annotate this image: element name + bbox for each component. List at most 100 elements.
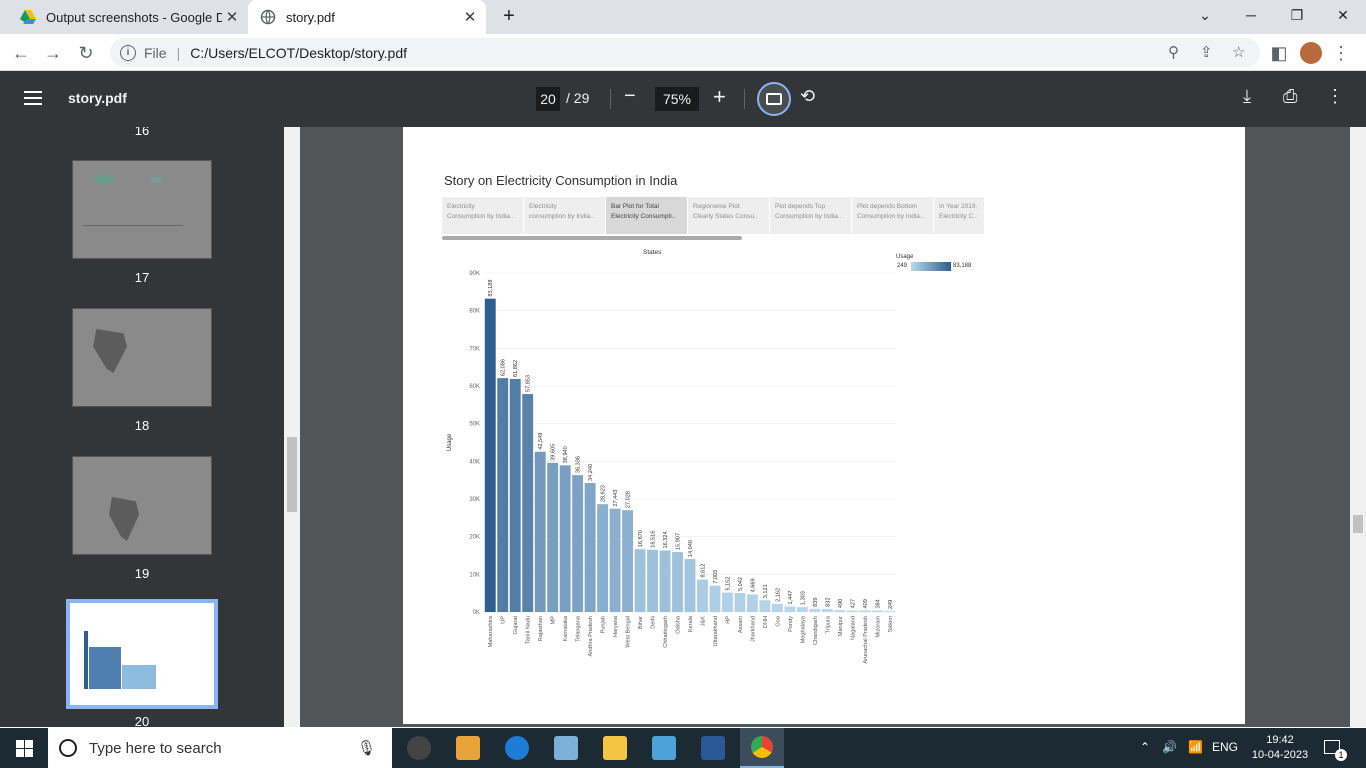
scheme-label: File: [144, 44, 167, 61]
category-label: Andhra Pradesh: [588, 616, 594, 656]
rotate-icon[interactable]: ⟲: [800, 86, 816, 106]
restore-button[interactable]: ❐: [1290, 7, 1304, 23]
story-point-tab[interactable]: In Year 2019, Electricity C..: [934, 197, 985, 234]
story-point-line: Electricity: [447, 203, 475, 210]
bar: [734, 593, 746, 612]
globe-icon: [260, 9, 276, 25]
url-text[interactable]: C:/Users/ELCOT/Desktop/story.pdf: [190, 44, 408, 61]
remote-desktop-icon[interactable]: [652, 736, 676, 760]
bookmark-star-icon[interactable]: ☆: [1232, 44, 1246, 61]
share-icon[interactable]: ⇪: [1200, 44, 1213, 61]
bar: [821, 608, 833, 612]
story-point-tab[interactable]: Electricity consumption by India..: [524, 197, 606, 234]
media-player-icon[interactable]: [407, 736, 431, 760]
bar-value-label: 42,549: [538, 433, 544, 450]
notification-icon[interactable]: [1324, 740, 1340, 754]
page-thumbnail-19[interactable]: [72, 456, 212, 555]
bar: [484, 298, 496, 612]
page-thumbnail-20[interactable]: [66, 599, 218, 709]
zoom-out-button[interactable]: −: [624, 85, 636, 107]
microphone-icon[interactable]: 🎙: [356, 740, 376, 757]
new-tab-button[interactable]: +: [503, 5, 515, 27]
volume-icon[interactable]: 🔊: [1162, 740, 1177, 754]
tab-search-chevron-icon[interactable]: ⌄: [1199, 7, 1211, 23]
sidebar-scrollbar[interactable]: [284, 127, 300, 727]
zoom-magnifier-icon[interactable]: ⚲: [1168, 44, 1179, 61]
category-label: Odisha: [676, 615, 682, 634]
network-icon[interactable]: 📶: [1188, 740, 1203, 754]
back-arrow-icon[interactable]: ←: [12, 43, 30, 63]
taskbar-search-box[interactable]: Type here to search 🎙: [48, 728, 392, 768]
page-number-input[interactable]: 20: [536, 87, 560, 111]
bar-value-label: 409: [863, 599, 869, 608]
story-point-tab[interactable]: Regionwise Plot Clearly States Consu..: [688, 197, 770, 234]
reload-icon[interactable]: ↻: [78, 43, 94, 63]
story-point-line: Clearly States Consu..: [693, 213, 758, 220]
bar: [697, 579, 708, 612]
word-icon[interactable]: [701, 736, 725, 760]
bar: [572, 475, 584, 612]
chrome-taskbar-button[interactable]: [740, 728, 784, 768]
bar: [846, 610, 858, 612]
windows-start-icon[interactable]: [16, 740, 33, 757]
category-label: Uttarakhand: [713, 616, 719, 646]
category-label: Nagaland: [850, 616, 856, 640]
thumbnail-page-number: 19: [134, 566, 150, 581]
paint-icon[interactable]: [554, 736, 578, 760]
file-explorer-icon[interactable]: [603, 736, 627, 760]
bar-value-label: 27,443: [613, 490, 619, 507]
print-icon[interactable]: ⎙: [1283, 86, 1298, 106]
bar: [559, 465, 571, 612]
bar: [622, 510, 634, 612]
close-tab-icon[interactable]: ✕: [463, 9, 477, 26]
bar-value-label: 2,162: [775, 588, 781, 602]
story-navigator-scrollbar[interactable]: [442, 236, 742, 240]
story-point-line: Electricity Consumpti..: [611, 213, 676, 220]
zoom-in-button[interactable]: +: [713, 84, 726, 109]
page-thumbnail-18[interactable]: [72, 308, 212, 407]
bar: [809, 608, 821, 612]
category-label: Kerala: [688, 615, 694, 632]
forward-arrow-icon[interactable]: →: [44, 43, 62, 63]
store-icon[interactable]: [456, 736, 480, 760]
tab-story-pdf[interactable]: story.pdf ✕: [248, 0, 486, 34]
show-hidden-icons-chevron[interactable]: ⌃: [1140, 740, 1151, 754]
language-indicator[interactable]: ENG: [1212, 740, 1239, 754]
profile-avatar[interactable]: [1300, 42, 1322, 64]
thumbnail-bar: [122, 665, 156, 689]
story-point-tab[interactable]: Plot depends Bottom Consumption by India.…: [852, 197, 934, 234]
category-label: Haryana: [613, 615, 619, 637]
address-bar[interactable]: i File | C:/Users/ELCOT/Desktop/story.pd…: [110, 38, 1260, 67]
story-point-tab[interactable]: Electricity Consumption by India..: [442, 197, 524, 234]
main-scrollbar[interactable]: [1350, 127, 1366, 727]
category-label: Gujarat: [513, 616, 519, 635]
chrome-icon: [751, 736, 773, 758]
bar: [547, 462, 559, 612]
scrollbar-thumb[interactable]: [1353, 515, 1363, 533]
thumbnail-sidebar: 16 17 18 19 20: [0, 127, 284, 727]
browser-menu-icon[interactable]: ⋮: [1332, 43, 1350, 63]
more-options-icon[interactable]: ⋮: [1326, 86, 1344, 106]
story-point-tab-active[interactable]: Bar Plot for Total Electricity Consumpti.…: [606, 197, 688, 234]
category-label: Telangana: [576, 615, 582, 642]
zoom-level-input[interactable]: 75%: [655, 87, 699, 111]
category-label: Chandigarh: [813, 616, 819, 645]
clock[interactable]: 19:42 10-04-2023: [1250, 733, 1310, 763]
site-info-icon[interactable]: i: [120, 44, 136, 61]
close-window-button[interactable]: ✕: [1337, 7, 1349, 23]
side-panel-icon[interactable]: ◧: [1270, 43, 1288, 63]
tab-google-drive[interactable]: Output screenshots - Google Dri ✕: [8, 0, 248, 34]
category-label: Karnataka: [563, 615, 569, 641]
story-point-tab[interactable]: Plot depends Top Consumption by India..: [770, 197, 852, 234]
download-icon[interactable]: ⤓: [1243, 86, 1251, 106]
google-drive-icon: [20, 10, 36, 24]
fit-to-page-button[interactable]: [757, 82, 791, 116]
page-thumbnail-17[interactable]: [72, 160, 212, 259]
close-tab-icon[interactable]: ✕: [225, 9, 239, 26]
tab-title: Output screenshots - Google Dri: [46, 9, 222, 25]
hamburger-menu-icon[interactable]: [24, 91, 42, 105]
minimize-button[interactable]: ─: [1246, 7, 1256, 23]
bar: [509, 378, 521, 612]
edge-icon[interactable]: [505, 736, 529, 760]
scrollbar-thumb[interactable]: [287, 437, 297, 512]
